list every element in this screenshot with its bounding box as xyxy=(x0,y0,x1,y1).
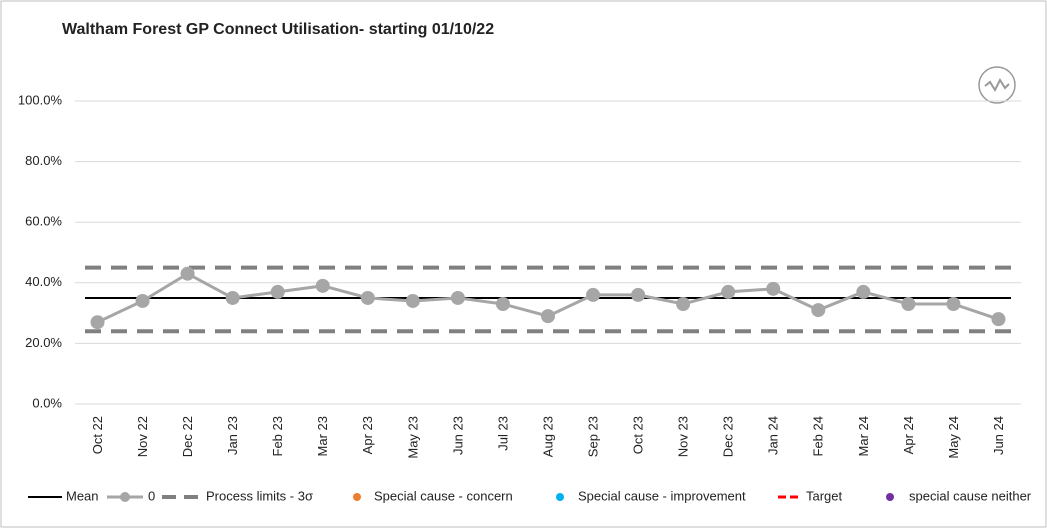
legend-label: 0 xyxy=(148,488,155,503)
legend-label: Target xyxy=(806,488,843,503)
data-point xyxy=(405,293,420,308)
x-tick-label: Feb 23 xyxy=(270,416,285,456)
data-point xyxy=(766,281,781,296)
data-point xyxy=(811,303,826,318)
data-point xyxy=(586,287,601,302)
legend-swatch xyxy=(556,493,564,501)
y-tick-label: 0.0% xyxy=(32,395,62,410)
y-tick-label: 80.0% xyxy=(25,153,62,168)
data-point xyxy=(450,290,465,305)
x-tick-label: Oct 23 xyxy=(631,416,646,454)
x-tick-label: Jul 23 xyxy=(495,416,510,451)
data-point xyxy=(946,297,961,312)
data-point xyxy=(135,293,150,308)
data-point xyxy=(360,290,375,305)
legend-swatch xyxy=(886,493,894,501)
y-tick-label: 100.0% xyxy=(18,92,63,107)
data-point xyxy=(180,266,195,281)
x-tick-label: Apr 23 xyxy=(360,416,375,454)
y-tick-label: 20.0% xyxy=(25,335,62,350)
data-point xyxy=(676,297,691,312)
x-tick-label: Feb 24 xyxy=(811,416,826,456)
x-tick-label: May 23 xyxy=(405,416,420,459)
data-point xyxy=(856,284,871,299)
chart-title: Waltham Forest GP Connect Utilisation- s… xyxy=(62,21,494,38)
data-point xyxy=(721,284,736,299)
data-point xyxy=(270,284,285,299)
x-tick-label: May 24 xyxy=(946,416,961,459)
x-tick-label: Dec 23 xyxy=(721,416,736,457)
data-point xyxy=(495,297,510,312)
legend-swatch xyxy=(120,492,130,502)
x-tick-label: Nov 22 xyxy=(135,416,150,457)
data-point xyxy=(541,309,555,324)
y-tick-label: 40.0% xyxy=(25,274,62,289)
x-tick-label: Mar 24 xyxy=(856,416,871,456)
y-tick-label: 60.0% xyxy=(25,214,62,229)
x-tick-label: Dec 22 xyxy=(180,416,195,457)
x-tick-label: Jan 23 xyxy=(225,416,240,455)
x-tick-label: Jun 23 xyxy=(450,416,465,455)
data-point xyxy=(901,297,916,312)
x-tick-label: Apr 24 xyxy=(901,416,916,454)
data-point xyxy=(991,312,1006,327)
data-point xyxy=(90,315,105,330)
legend-swatch xyxy=(353,493,361,501)
x-tick-label: Nov 23 xyxy=(676,416,691,457)
legend-label: Mean xyxy=(66,488,99,503)
x-tick-label: Mar 23 xyxy=(315,416,330,456)
legend-label: special cause neither xyxy=(909,488,1032,503)
x-tick-label: Jun 24 xyxy=(991,416,1006,455)
legend-label: Process limits - 3σ xyxy=(206,488,313,503)
x-tick-label: Aug 23 xyxy=(540,416,555,457)
data-point xyxy=(631,287,646,302)
chart-icon xyxy=(978,66,1016,104)
data-point xyxy=(315,278,330,293)
data-point xyxy=(225,290,240,305)
x-tick-label: Sep 23 xyxy=(585,416,600,457)
legend-label: Special cause - improvement xyxy=(578,488,746,503)
legend-label: Special cause - concern xyxy=(374,488,513,503)
x-tick-label: Jan 24 xyxy=(766,416,781,455)
x-tick-label: Oct 22 xyxy=(90,416,105,454)
